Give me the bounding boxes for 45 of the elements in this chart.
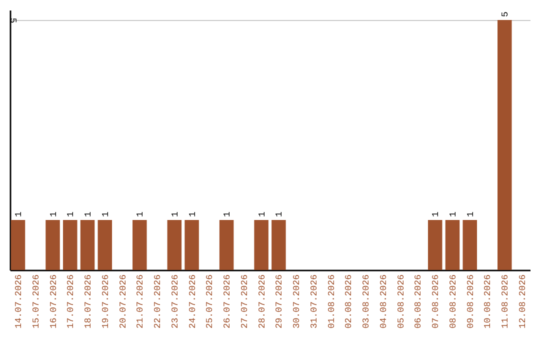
- data-label: 1: [66, 212, 76, 217]
- data-label: 1: [48, 212, 59, 217]
- x-tick-label: 06.08.2026: [414, 274, 424, 329]
- x-tick-label: 12.08.2026: [518, 274, 528, 329]
- x-tick-label: 09.08.2026: [466, 274, 476, 329]
- data-label: 1: [170, 212, 180, 217]
- data-label: 1: [14, 212, 24, 217]
- x-tick-label: 15.07.2026: [31, 274, 42, 329]
- x-tick-label: 02.08.2026: [344, 274, 354, 329]
- x-tick-label: 11.08.2026: [500, 274, 511, 329]
- x-tick-label: 27.07.2026: [240, 274, 250, 329]
- x-tick-label: 31.07.2026: [309, 274, 320, 329]
- x-tick-label: 20.07.2026: [118, 274, 128, 329]
- x-tick-label: 10.08.2026: [483, 274, 494, 329]
- data-label: 1: [136, 212, 146, 217]
- x-tick-label: 19.07.2026: [100, 274, 111, 329]
- data-label: 5: [500, 12, 511, 17]
- x-tick-label: 25.07.2026: [205, 274, 216, 329]
- x-tick-label: 05.08.2026: [396, 274, 406, 329]
- x-tick-label: 17.07.2026: [66, 274, 76, 329]
- x-tick-label: 21.07.2026: [136, 274, 146, 329]
- x-tick-label: 08.08.2026: [448, 274, 458, 329]
- x-tick-label: 28.07.2026: [257, 274, 268, 329]
- data-label: 1: [466, 212, 476, 217]
- x-tick-label: 04.08.2026: [378, 274, 389, 329]
- x-tick-label: 29.07.2026: [274, 274, 285, 329]
- x-tick-label: 22.07.2026: [153, 274, 164, 329]
- x-tick-label: 07.08.2026: [431, 274, 442, 329]
- x-tick-label: 18.07.2026: [84, 274, 94, 329]
- data-label: 1: [100, 212, 111, 217]
- data-label: 1: [431, 212, 442, 217]
- x-tick-label: 30.07.2026: [292, 274, 302, 329]
- x-tick-label: 14.07.2026: [14, 274, 24, 329]
- x-tick-label: 26.07.2026: [222, 274, 233, 329]
- x-tick-label: 01.08.2026: [326, 274, 337, 329]
- data-label: 1: [84, 212, 94, 217]
- x-tick-label: 24.07.2026: [188, 274, 198, 329]
- data-label: 1: [274, 212, 285, 217]
- data-label: 1: [448, 212, 458, 217]
- data-label: 1: [188, 212, 198, 217]
- data-label: 1: [222, 212, 233, 217]
- data-label: 1: [257, 212, 268, 217]
- x-tick-label: 03.08.2026: [362, 274, 372, 329]
- x-tick-label: 16.07.2026: [48, 274, 59, 329]
- x-tick-label: 23.07.2026: [170, 274, 180, 329]
